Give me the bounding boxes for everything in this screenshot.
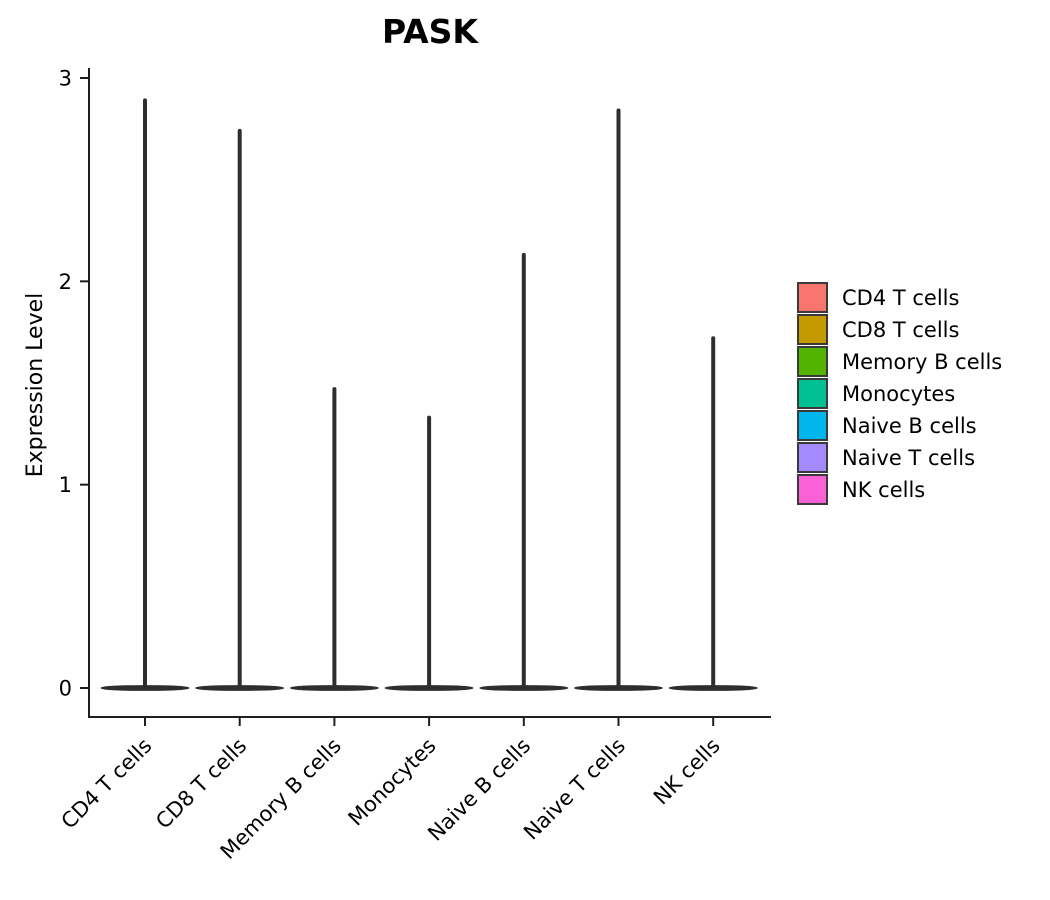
legend-swatch	[797, 442, 828, 473]
y-tick-label: 1	[59, 473, 72, 497]
legend-label: Monocytes	[842, 381, 956, 406]
legend-label: Naive T cells	[842, 445, 976, 470]
plot-title: PASK	[381, 12, 479, 51]
legend-label: Naive B cells	[842, 413, 977, 438]
legend-swatch	[797, 474, 828, 505]
violin-base	[195, 685, 285, 691]
legend-swatch	[797, 378, 828, 409]
y-tick-label: 0	[59, 677, 72, 701]
x-category-label: NK cells	[649, 734, 725, 810]
y-tick-label: 2	[59, 270, 72, 294]
legend-item: Naive T cells	[797, 442, 1002, 473]
violin-base	[289, 685, 379, 691]
x-category-label: Monocytes	[344, 734, 441, 831]
legend-swatch	[797, 346, 828, 377]
legend-label: NK cells	[842, 477, 926, 502]
legend-item: Naive B cells	[797, 410, 1002, 441]
legend-item: Monocytes	[797, 378, 1002, 409]
legend-label: Memory B cells	[842, 349, 1003, 374]
x-category-label: CD8 T cells	[151, 734, 251, 834]
legend-item: CD4 T cells	[797, 282, 1002, 313]
legend-item: Memory B cells	[797, 346, 1002, 377]
legend-label: CD8 T cells	[842, 317, 960, 342]
violin-base	[668, 685, 758, 691]
y-tick-label: 3	[59, 67, 72, 91]
legend: CD4 T cells CD8 T cells Memory B cells M…	[797, 282, 1002, 506]
legend-item: NK cells	[797, 474, 1002, 505]
violin-base	[100, 685, 190, 691]
violin-base	[574, 685, 663, 691]
legend-swatch	[797, 314, 828, 345]
legend-swatch	[797, 282, 828, 313]
violin-base	[479, 685, 569, 691]
legend-swatch	[797, 410, 828, 441]
x-category-label: Naive T cells	[519, 734, 630, 845]
legend-item: CD8 T cells	[797, 314, 1002, 345]
legend-label: CD4 T cells	[842, 285, 960, 310]
violin-base	[384, 685, 474, 691]
x-category-label: CD4 T cells	[57, 734, 157, 834]
